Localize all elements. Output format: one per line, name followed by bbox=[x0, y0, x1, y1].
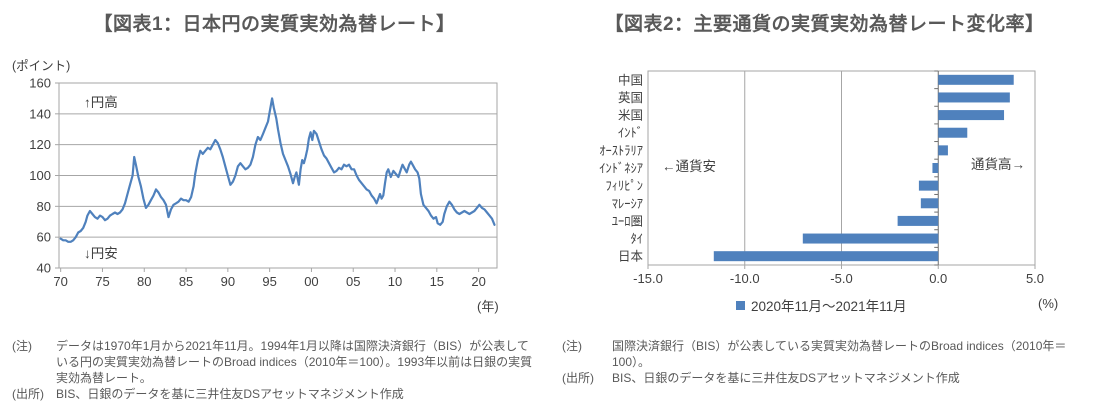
y-tick-label: 100 bbox=[29, 168, 51, 183]
x-tick-label: 95 bbox=[262, 274, 276, 289]
x-tick-label: 0.0 bbox=[929, 271, 947, 286]
plot-border bbox=[647, 70, 1036, 266]
bar-10 bbox=[713, 251, 939, 262]
figure1-note-text: データは1970年1月から2021年11月。1994年1月以降は国際決済銀行（B… bbox=[56, 339, 533, 385]
x-tick-label: 90 bbox=[221, 274, 235, 289]
legend-swatch bbox=[736, 300, 745, 310]
figure1-y-axis-unit: (ポイント) bbox=[12, 59, 71, 73]
y-tick-label: 60 bbox=[37, 230, 51, 245]
figure2-source-text: BIS、日銀のデータを基に三井住友DSアセットマネジメント作成 bbox=[612, 371, 960, 385]
figure1-source-label: (出所) bbox=[12, 387, 44, 401]
x-tick-label: 00 bbox=[304, 274, 318, 289]
figure1-source-text: BIS、日銀のデータを基に三井住友DSアセットマネジメント作成 bbox=[56, 387, 404, 401]
figure1-source-row: (出所) BIS、日銀のデータを基に三井住友DSアセットマネジメント作成 bbox=[12, 386, 536, 402]
currency-strong-annotation: 通貨高→ bbox=[971, 157, 1025, 172]
x-tick-label: 15 bbox=[430, 274, 444, 289]
figure1-note-label: (注) bbox=[12, 339, 32, 353]
figure2-x-axis-unit: (%) bbox=[1038, 296, 1059, 311]
figure1-panel: 【図表1：日本円の実質実効為替レート】 (ポイント) 40 60 80 100 120 1… bbox=[0, 0, 549, 412]
category-label: 英国 bbox=[618, 91, 643, 105]
y-tick-label: 160 bbox=[29, 76, 51, 91]
figure2-legend: 2020年11月～2021年11月 bbox=[736, 295, 907, 315]
category-label: ﾕｰﾛ圏 bbox=[612, 214, 643, 228]
legend-label: 2020年11月～2021年11月 bbox=[751, 299, 907, 314]
figure1-x-axis-unit: (年) bbox=[477, 299, 499, 314]
currency-weak-annotation: ←通貨安 bbox=[662, 159, 716, 174]
y-tick-label: 40 bbox=[37, 261, 51, 276]
yen-depreciation-annotation: ↓円安 bbox=[84, 246, 118, 261]
figure1-note-row: (注) データは1970年1月から2021年11月。1994年1月以降は国際決済… bbox=[12, 338, 536, 386]
x-tick-label: 5.0 bbox=[1026, 271, 1044, 286]
x-tick-label: 75 bbox=[95, 274, 109, 289]
category-label: ﾌｨﾘﾋﾟﾝ bbox=[605, 179, 643, 193]
bar-1 bbox=[938, 92, 1010, 103]
category-label: ｲﾝﾄﾞ bbox=[618, 126, 643, 140]
bar-6 bbox=[918, 180, 939, 191]
x-tick-label: 85 bbox=[179, 274, 193, 289]
x-tick-label: 10 bbox=[388, 274, 402, 289]
figure1-title: 【図表1：日本円の実質実効為替レート】 bbox=[93, 14, 456, 35]
bar-5 bbox=[932, 163, 939, 173]
category-label: ﾏﾚｰｼｱ bbox=[612, 197, 643, 211]
figure2-source-row: (出所) BIS、日銀のデータを基に三井住友DSアセットマネジメント作成 bbox=[562, 370, 1077, 386]
x-tick-label: 80 bbox=[137, 274, 151, 289]
x-tick-label: 20 bbox=[471, 274, 485, 289]
category-label: ｲﾝﾄﾞﾈｼｱ bbox=[599, 162, 643, 176]
figure1-notes: (注) データは1970年1月から2021年11月。1994年1月以降は国際決済… bbox=[12, 338, 536, 402]
bar-7 bbox=[920, 198, 939, 209]
figure2-title: 【図表2：主要通貨の実質実効為替レート変化率】 bbox=[604, 14, 1045, 35]
bar-4 bbox=[938, 145, 948, 156]
figure2-note-text: 国際決済銀行（BIS）が公表している実質実効為替レートのBroad indice… bbox=[612, 339, 1067, 369]
bar-3 bbox=[938, 127, 968, 138]
figure1-line-chart: 40 60 80 100 120 140 160 70 75 80 85 90 95 00 05 10 15 20 bbox=[29, 76, 498, 289]
y-tick-label: 120 bbox=[29, 137, 51, 152]
bar-2 bbox=[938, 110, 1005, 121]
bar-8 bbox=[897, 215, 939, 226]
figure2-notes: (注) 国際決済銀行（BIS）が公表している実質実効為替レートのBroad in… bbox=[562, 338, 1077, 386]
category-label: ｵｰｽﾄﾗﾘｱ bbox=[599, 144, 643, 158]
figure2-panel: 【図表2：主要通貨の実質実効為替レート変化率】 -15.0 -10.0 -5.0 0.… bbox=[550, 0, 1099, 412]
category-label: 日本 bbox=[618, 250, 644, 264]
bar-0 bbox=[938, 74, 1014, 85]
x-tick-label: 70 bbox=[53, 274, 67, 289]
figure2-source-label: (出所) bbox=[562, 371, 594, 385]
category-label: 米国 bbox=[618, 109, 643, 123]
bar-9 bbox=[802, 233, 939, 244]
reer-line-series bbox=[59, 97, 496, 243]
plot-border bbox=[58, 82, 498, 269]
figure2-note-row: (注) 国際決済銀行（BIS）が公表している実質実効為替レートのBroad in… bbox=[562, 338, 1077, 370]
y-tick-label: 80 bbox=[37, 199, 51, 214]
x-tick-label: -5.0 bbox=[830, 271, 852, 286]
x-tick-label: 05 bbox=[346, 274, 360, 289]
yen-appreciation-annotation: ↑円高 bbox=[84, 95, 118, 110]
category-label: ﾀｲ bbox=[630, 232, 643, 246]
x-tick-label: -10.0 bbox=[730, 271, 760, 286]
y-tick-label: 140 bbox=[29, 106, 51, 121]
x-tick-label: -15.0 bbox=[633, 271, 663, 286]
category-label: 中国 bbox=[618, 72, 643, 87]
figure2-note-label: (注) bbox=[562, 339, 582, 353]
